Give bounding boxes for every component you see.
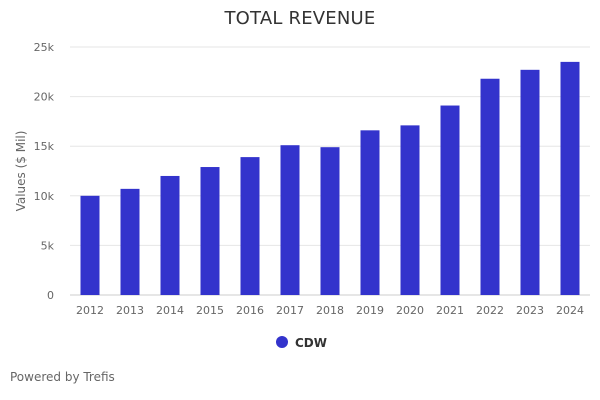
bar[interactable]: 2019: 16600 <box>360 130 380 295</box>
bar[interactable]: 2015: 12900 <box>200 167 220 295</box>
y-tick-label: 0 <box>47 289 54 302</box>
x-tick-label: 2020 <box>396 304 424 317</box>
x-tick-label: 2023 <box>516 304 544 317</box>
x-tick-label: 2017 <box>276 304 304 317</box>
y-axis-title: Values ($ Mil) <box>14 131 28 212</box>
bar[interactable]: 2024: 23500 <box>560 61 580 295</box>
x-tick-label: 2019 <box>356 304 384 317</box>
bar[interactable]: 2012: 10000 <box>80 195 100 295</box>
y-tick-label: 20k <box>34 91 55 104</box>
x-tick-label: 2013 <box>116 304 144 317</box>
bar[interactable]: 2021: 19100 <box>440 105 460 295</box>
y-tick-label: 25k <box>34 41 55 54</box>
x-tick-label: 2018 <box>316 304 344 317</box>
legend-label[interactable]: CDW <box>295 336 327 350</box>
bar[interactable]: 2020: 17100 <box>400 125 420 295</box>
bar[interactable]: 2016: 13900 <box>240 157 260 295</box>
x-tick-label: 2021 <box>436 304 464 317</box>
bar[interactable]: 2013: 10700 <box>120 188 140 295</box>
x-tick-label: 2022 <box>476 304 504 317</box>
bar[interactable]: 2023: 22700 <box>520 69 540 295</box>
x-tick-label: 2024 <box>556 304 584 317</box>
bar[interactable]: 2018: 14900 <box>320 147 340 295</box>
x-tick-label: 2012 <box>76 304 104 317</box>
x-tick-label: 2014 <box>156 304 184 317</box>
powered-by-credit[interactable]: Powered by Trefis <box>10 370 115 384</box>
bar[interactable]: 2022: 21800 <box>480 78 500 295</box>
y-tick-label: 10k <box>34 190 55 203</box>
chart-title: TOTAL REVENUE <box>224 8 376 29</box>
bar[interactable]: 2017: 15100 <box>280 145 300 295</box>
y-tick-label: 15k <box>34 140 55 153</box>
y-tick-label: 5k <box>41 239 55 252</box>
x-tick-label: 2015 <box>196 304 224 317</box>
x-tick-label: 2016 <box>236 304 264 317</box>
legend-marker[interactable] <box>276 336 288 348</box>
bar[interactable]: 2014: 12000 <box>160 175 180 295</box>
